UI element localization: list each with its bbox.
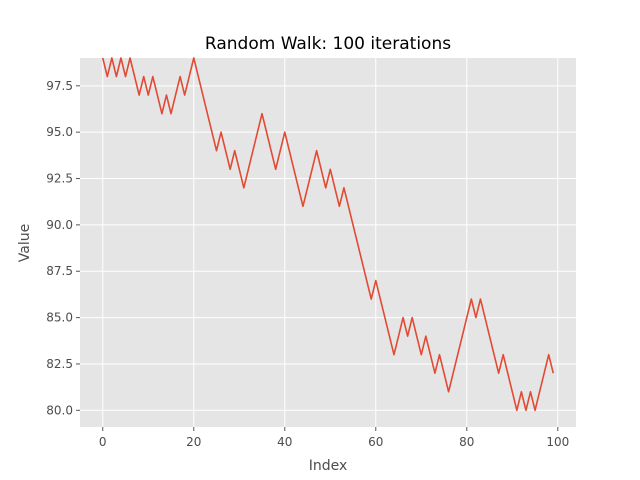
x-axis-label: Index: [309, 458, 348, 474]
series-layer: [101, 57, 555, 412]
y-tick-label: 87.5: [46, 264, 73, 278]
chart-title: Random Walk: 100 iterations: [205, 34, 451, 54]
plot-area: [80, 58, 576, 427]
y-tick-label: 90.0: [46, 218, 73, 232]
y-axis-label: Value: [17, 224, 33, 262]
y-tick-label: 80.0: [46, 403, 73, 417]
y-tick-label: 92.5: [46, 172, 73, 186]
x-tick-label: 40: [277, 435, 292, 449]
x-tick-label: 20: [186, 435, 201, 449]
y-tick-label: 85.0: [46, 311, 73, 325]
y-tick-label: 82.5: [46, 357, 73, 371]
x-tick-label: 0: [99, 435, 107, 449]
series-line-0: [101, 57, 555, 412]
gridlines: [80, 58, 576, 427]
x-tick-label: 80: [459, 435, 474, 449]
y-tick-label: 97.5: [46, 79, 73, 93]
x-tick-label: 60: [368, 435, 383, 449]
x-axis-ticks: 0 20 40 60 80 100: [99, 427, 569, 449]
x-tick-label: 100: [546, 435, 569, 449]
y-tick-label: 95.0: [46, 125, 73, 139]
y-axis-ticks: 80.0 82.5 85.0 87.5 90.0 92.5 95.0 97.5: [46, 79, 80, 417]
